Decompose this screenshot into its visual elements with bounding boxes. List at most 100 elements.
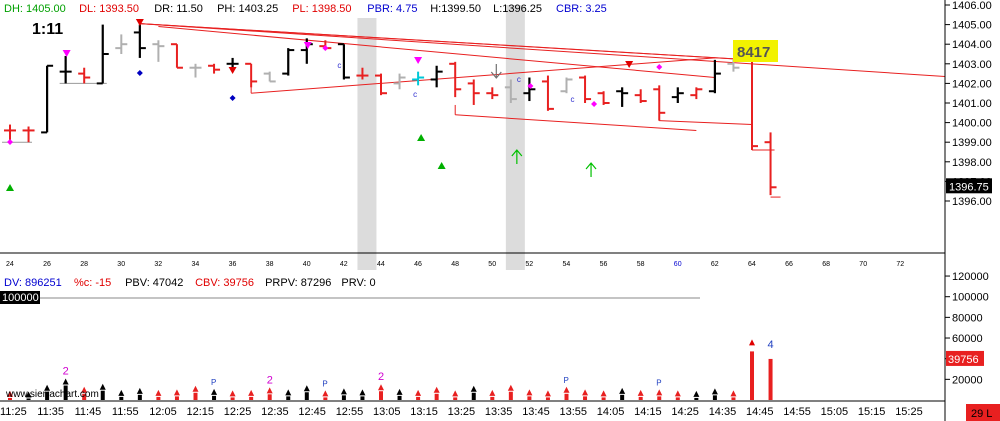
bar-tick-label: 32 [154,261,162,268]
volume-bar[interactable] [731,397,736,400]
time-tick-label: 14:45 [746,406,774,418]
volume-bar[interactable] [545,397,550,400]
volume-bar[interactable] [453,397,458,400]
time-tick-label: 14:15 [634,406,662,418]
volume-triangle-icon [7,390,13,397]
volume-bar[interactable] [471,392,476,400]
up-triangle-icon [417,134,426,141]
volume-bar[interactable] [174,396,179,400]
time-tick-label: 15:25 [895,406,923,418]
volume-bar[interactable] [379,391,383,400]
diamond-marker-icon [322,45,329,51]
volume-bar[interactable] [100,390,105,400]
volume-bar[interactable] [137,394,142,400]
volume-triangle-icon [489,389,496,396]
volume-triangle-icon [229,390,236,397]
bar-tick-label: 34 [192,261,200,268]
bar-timer: 1:11 [32,21,63,38]
volume-bar[interactable] [694,397,699,400]
bar-tick-label: 46 [414,261,422,268]
volume-triangle-icon [173,389,180,396]
volume-bar[interactable] [490,396,495,400]
time-tick-label: 11:45 [75,406,102,418]
trend-line [251,57,715,94]
volume-triangle-icon [730,390,737,397]
volume-triangle-icon [359,389,366,396]
time-tick-label: 13:05 [373,406,401,418]
trend-line [158,26,715,79]
volume-bar[interactable] [323,397,328,400]
volume-bar[interactable] [230,397,235,400]
volume-bar[interactable] [286,396,291,400]
volume-bar[interactable] [341,395,346,400]
price-tick-label: 1396.00 [952,196,992,208]
volume-bar[interactable] [397,395,402,400]
volume-bar[interactable] [564,393,569,400]
time-tick-label: 11:25 [0,406,27,418]
volume-bar[interactable] [360,396,365,400]
volume-bar[interactable] [434,393,439,400]
current-volume-label: 39756 [948,354,979,366]
volume-bar[interactable] [416,396,421,400]
bar-tick-label: 70 [859,261,867,268]
price-tick-label: 1401.00 [952,98,992,110]
volume-bar[interactable] [193,392,198,400]
volume-annotation: P [322,379,327,388]
trend-line [455,114,697,131]
volume-annotation: 2 [63,366,69,378]
volume-triangle-icon [155,389,162,396]
up-triangle-icon [437,162,446,169]
volume-annotation: P [656,378,661,387]
diamond-marker-icon [527,83,534,89]
volume-bar[interactable] [249,396,254,400]
time-tick-label: 14:25 [671,406,699,418]
volume-triangle-icon [285,389,292,396]
volume-bar[interactable] [304,392,309,400]
volume-bar[interactable] [712,395,717,400]
time-tick-label: 13:25 [448,406,476,418]
time-tick-label: 12:05 [149,406,177,418]
volume-bar[interactable] [212,395,217,400]
volume-bar[interactable] [657,396,662,400]
volume-bar[interactable] [119,396,124,400]
current-volume-box [946,350,984,366]
volume-triangle-icon [340,388,347,395]
header-stat: PL: 1398.50 [292,3,351,15]
volume-bar[interactable] [26,398,31,400]
volume-triangle-icon [322,390,329,397]
volume-bar[interactable] [45,391,50,400]
c-marker: c [413,90,417,99]
volume-bar[interactable] [750,351,754,400]
c-marker: c [337,61,341,70]
volume-bar[interactable] [8,397,12,400]
volume-triangle-icon [507,384,514,391]
volume-bar[interactable] [583,396,588,400]
bar-tick-label: 38 [266,261,274,268]
bar-tick-label: 56 [600,261,608,268]
down-triangle-icon [414,57,423,64]
volume-triangle-icon [544,390,551,397]
volume-bar[interactable] [675,397,680,400]
trend-line [139,23,946,78]
volume-bar[interactable] [620,394,625,400]
corner-box [966,404,1000,421]
time-tick-label: 12:55 [336,406,364,418]
bar-tick-label: 30 [117,261,125,268]
volume-bar[interactable] [638,396,643,400]
volume-bar[interactable] [63,385,68,400]
time-tick-label: 14:35 [709,406,737,418]
volume-bar[interactable] [267,394,272,400]
volume-bar[interactable] [82,393,87,400]
down-arrow-icon [490,64,502,79]
volume-bar[interactable] [768,358,773,400]
time-tick-label: 12:25 [224,406,252,418]
time-tick-label: 12:45 [298,406,326,418]
time-tick-label: 11:35 [37,406,64,418]
volume-bar[interactable] [527,396,532,400]
volume-bar[interactable] [508,391,513,400]
volume-triangle-icon [749,339,755,346]
price-tick-label: 1399.00 [952,137,992,149]
volume-bar[interactable] [156,396,161,400]
volume-bar[interactable] [601,397,606,400]
